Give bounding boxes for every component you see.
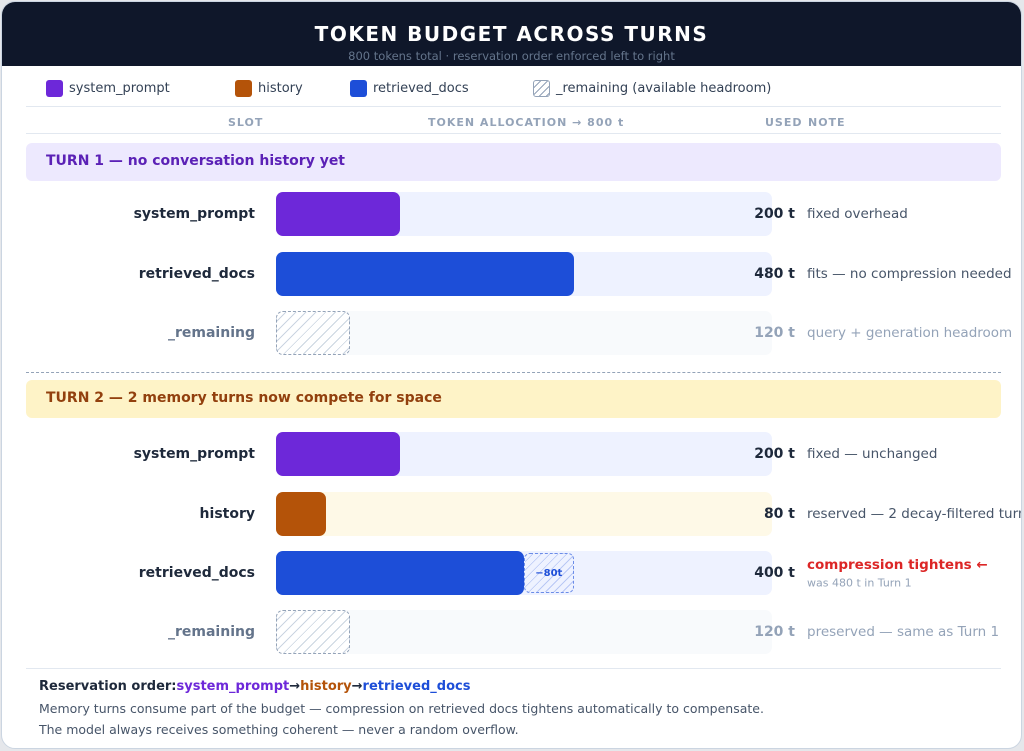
divider — [26, 106, 1001, 107]
bar-track — [276, 311, 772, 355]
bar-track — [276, 610, 772, 654]
bar-retrieved-docs — [276, 551, 524, 595]
slot-label: _remaining — [168, 325, 255, 341]
swatch-icon — [46, 80, 63, 97]
legend-retrieved-docs: retrieved_docs — [350, 80, 469, 97]
used-value: 200 t — [754, 206, 795, 222]
used-value: 120 t — [754, 325, 795, 341]
used-value: 480 t — [754, 266, 795, 282]
page-title: TOKEN BUDGET ACROSS TURNS — [314, 22, 709, 46]
bar-track: −80t — [276, 551, 772, 595]
legend-label: retrieved_docs — [373, 81, 469, 96]
bar-system-prompt — [276, 192, 400, 236]
order-system-prompt: system_prompt — [176, 679, 290, 694]
col-note: NOTE — [808, 116, 846, 129]
bar-system-prompt — [276, 432, 400, 476]
slot-label: retrieved_docs — [138, 266, 255, 282]
divider — [26, 133, 1001, 134]
order-history: history — [300, 679, 352, 694]
col-allocation: TOKEN ALLOCATION → 800 t — [428, 116, 625, 129]
note: reserved — 2 decay-filtered turns — [807, 506, 1022, 522]
note: fixed overhead — [807, 206, 908, 222]
turn-1-banner: TURN 1 — no conversation history yet — [26, 143, 1001, 181]
used-value: 120 t — [754, 624, 795, 640]
turn-separator — [26, 372, 1001, 373]
reservation-order: Reservation order:system_prompt→history→… — [39, 679, 470, 694]
note: fixed — unchanged — [807, 446, 938, 462]
bar-history — [276, 492, 326, 536]
note: query + generation headroom — [807, 325, 1013, 341]
hatch-swatch-icon — [533, 80, 550, 97]
legend-system-prompt: system_prompt — [46, 80, 170, 97]
header: TOKEN BUDGET ACROSS TURNS 800 tokens tot… — [2, 2, 1021, 66]
divider — [26, 668, 1001, 669]
arrow: → — [351, 679, 363, 694]
legend-remaining: _remaining (available headroom) — [533, 80, 771, 97]
page-subtitle: 800 tokens total · reservation order enf… — [348, 49, 675, 63]
col-used: USED — [765, 116, 803, 129]
turn-2-banner: TURN 2 — 2 memory turns now compete for … — [26, 380, 1001, 418]
bar-track — [276, 252, 772, 296]
footer-line-2: The model always receives something cohe… — [39, 722, 519, 737]
legend-label: history — [258, 81, 303, 96]
bar-retrieved-docs — [276, 252, 574, 296]
reduction-ghost-bar: −80t — [524, 553, 574, 593]
used-value: 400 t — [754, 565, 795, 581]
note: compression tightens ← — [807, 557, 988, 573]
note: fits — no compression needed — [807, 266, 1012, 282]
swatch-icon — [350, 80, 367, 97]
slot-label: _remaining — [168, 624, 255, 640]
bar--remaining — [276, 311, 351, 355]
arrow: → — [289, 679, 301, 694]
order-retrieved-docs: retrieved_docs — [362, 679, 471, 694]
note: preserved — same as Turn 1 — [807, 624, 1000, 640]
slot-label: system_prompt — [133, 446, 255, 462]
used-value: 80 t — [763, 506, 795, 522]
legend-history: history — [235, 80, 303, 97]
used-value: 200 t — [754, 446, 795, 462]
swatch-icon — [235, 80, 252, 97]
col-slot: SLOT — [228, 116, 264, 129]
legend-label: _remaining (available headroom) — [556, 81, 772, 96]
bar--remaining — [276, 610, 351, 654]
slot-label: system_prompt — [133, 206, 255, 222]
legend-label: system_prompt — [69, 81, 170, 96]
slot-label: history — [199, 506, 255, 522]
bar-track — [276, 432, 772, 476]
subnote: was 480 t in Turn 1 — [807, 576, 912, 590]
slot-label: retrieved_docs — [138, 565, 255, 581]
footer-line-1: Memory turns consume part of the budget … — [39, 701, 764, 716]
order-label: Reservation order: — [39, 679, 177, 694]
bar-track — [276, 192, 772, 236]
bar-track — [276, 492, 772, 536]
